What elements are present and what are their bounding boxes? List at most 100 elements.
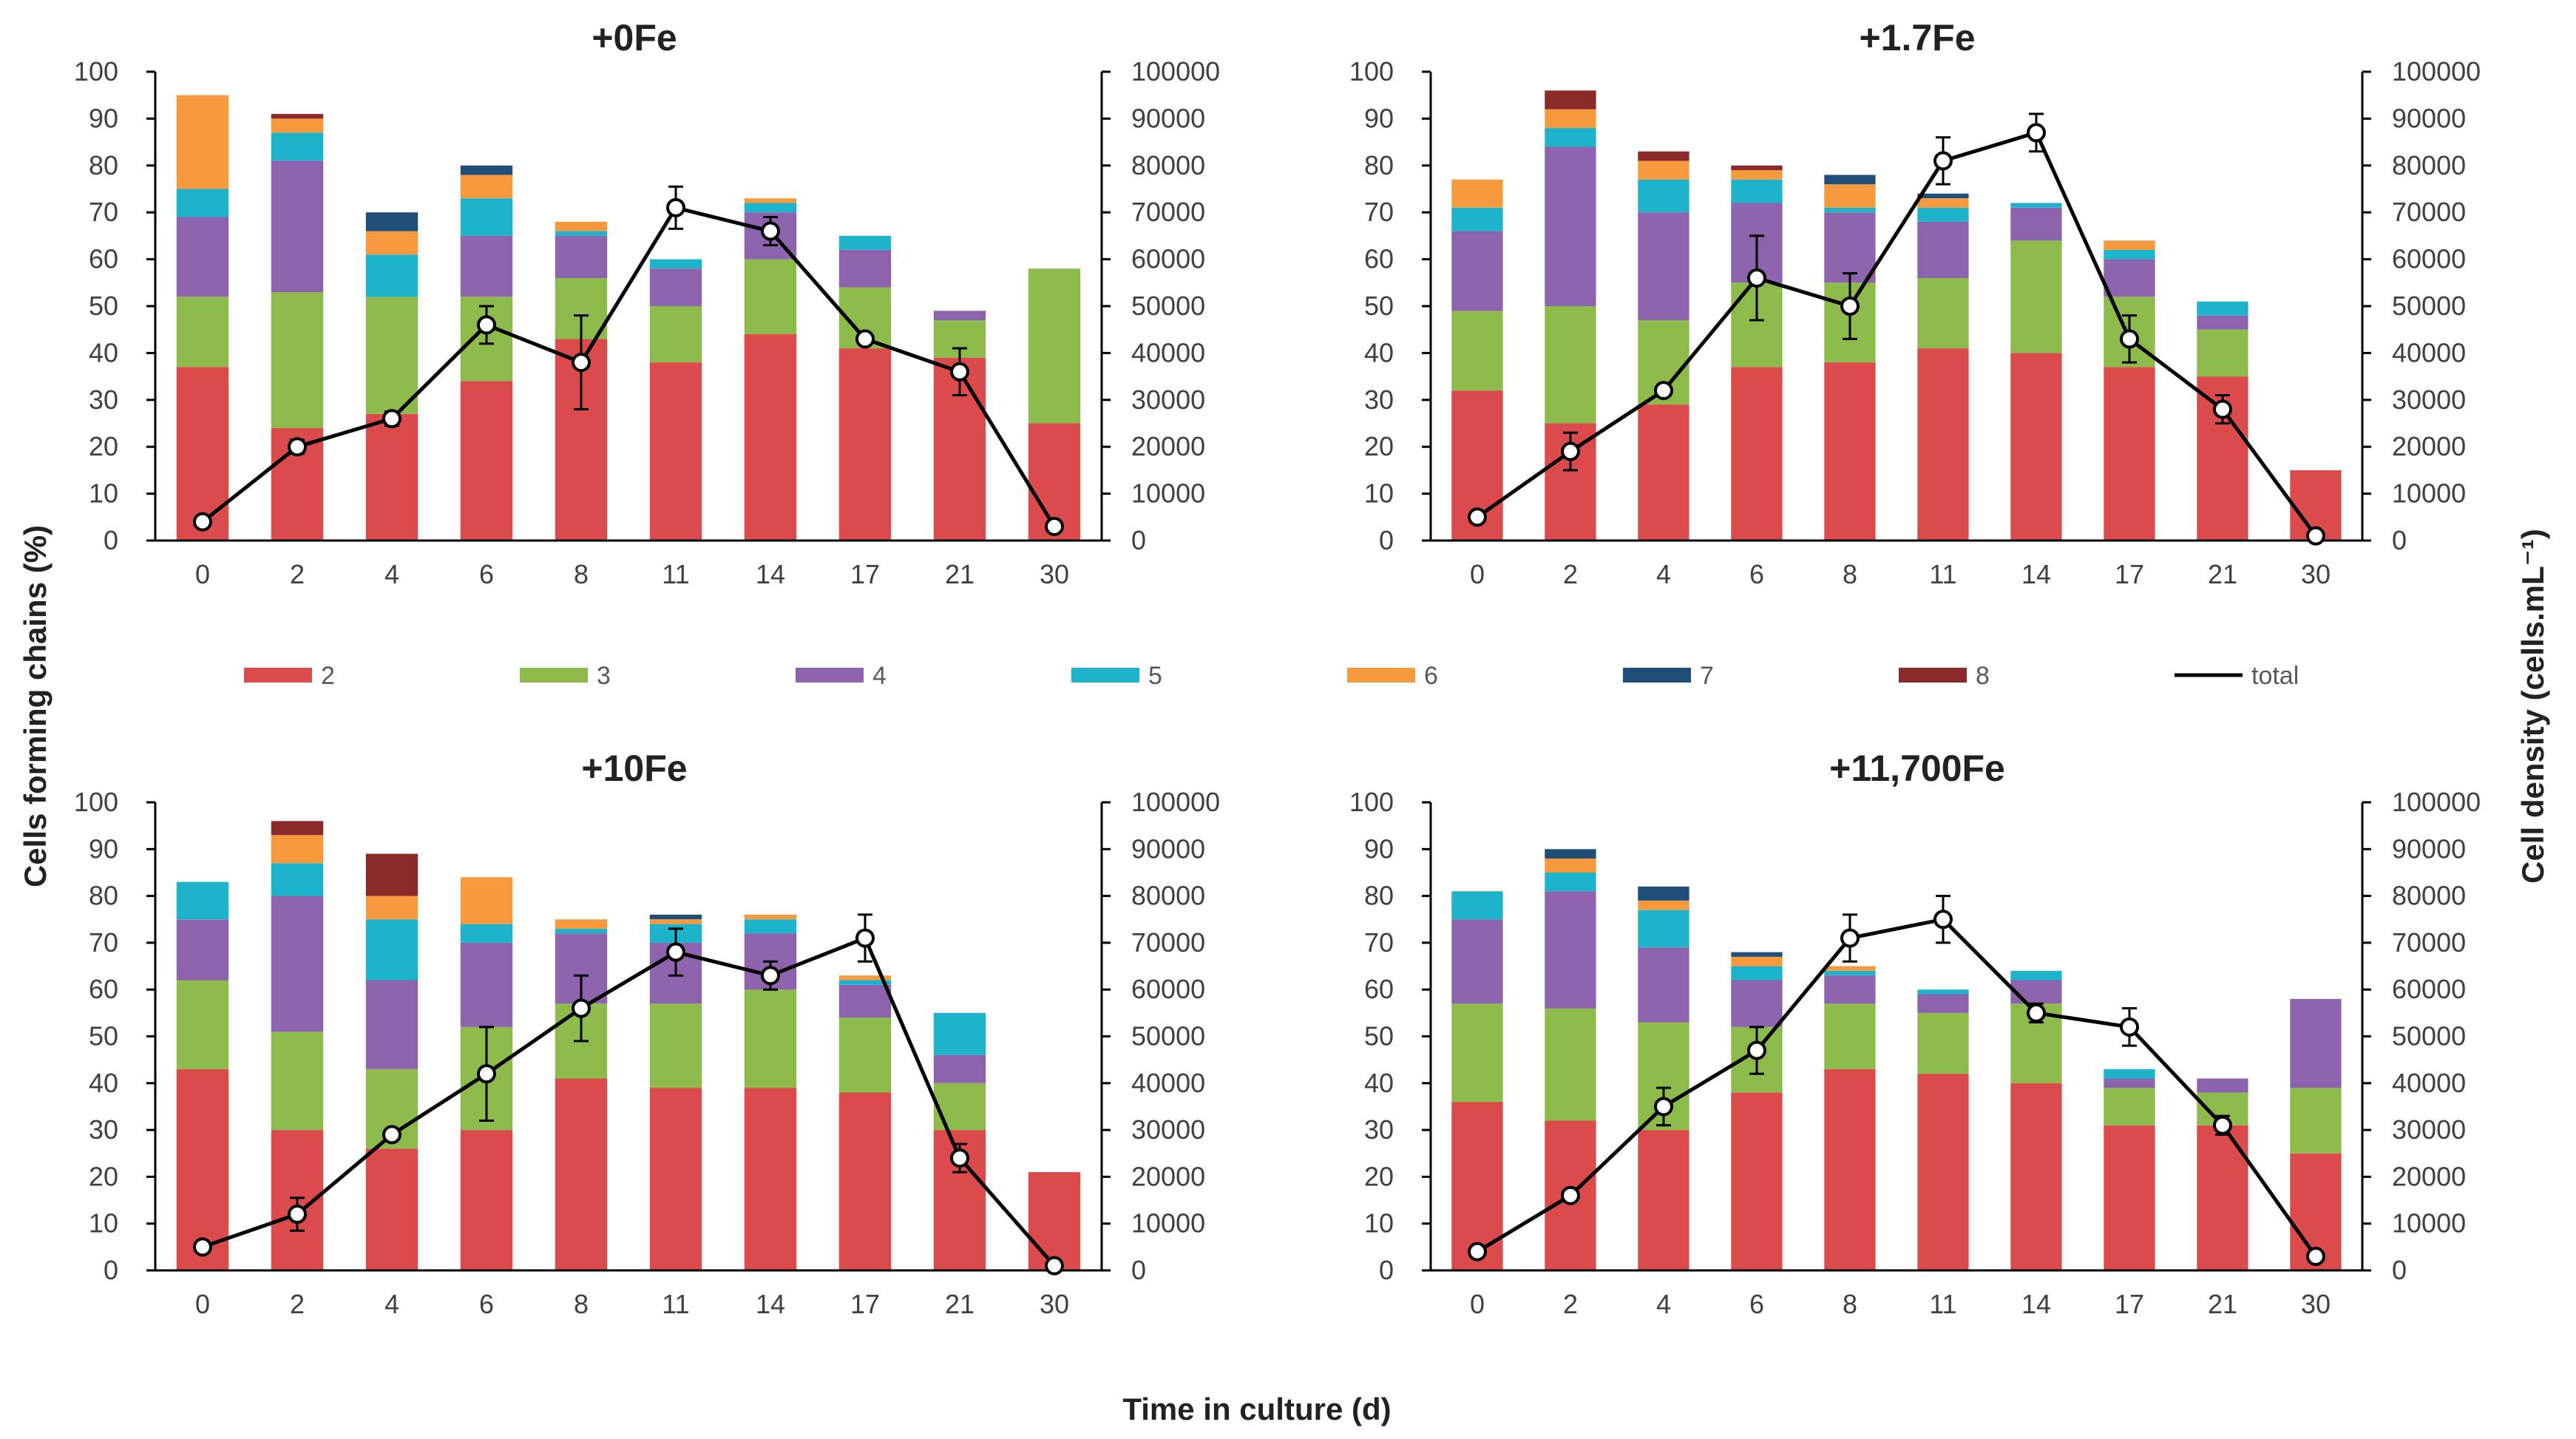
total-point-day-17: [2120, 1017, 2139, 1037]
y-right-tick-label: 90000: [2392, 103, 2466, 133]
bar-segment-5-day-17: [838, 235, 892, 250]
bar-segment-4-day-2: [271, 895, 324, 1032]
bar-segment-3-day-14: [2010, 240, 2062, 353]
y-right-tick-label: 50000: [2392, 291, 2466, 321]
y-right-tick-label: 40000: [2392, 1068, 2466, 1098]
total-point-day-14: [761, 221, 780, 241]
y-left-tick-label: 60: [1364, 244, 1394, 274]
y-left-tick-label: 10: [1364, 1208, 1394, 1239]
bar-stacks: [1451, 90, 2342, 541]
y-left-tick-label: 30: [1364, 385, 1394, 415]
y-right-tick-label: 30000: [2392, 1114, 2466, 1145]
bar-segment-3-day-11: [1917, 1012, 1969, 1074]
legend-swatch: [796, 668, 864, 683]
total-point-day-0: [1468, 1242, 1487, 1262]
bar-segment-5-day-11: [649, 259, 702, 269]
y-left-tick-label: 50: [1364, 291, 1394, 321]
bar-segment-2-day-17: [838, 348, 892, 541]
y-left-tick-label: 40: [89, 1068, 118, 1098]
y-right-tick-label: 0: [1131, 1255, 1146, 1285]
legend-item-8: 8: [1899, 662, 1990, 690]
bar-segment-3-day-0: [1451, 311, 1503, 391]
bar-segment-4-day-2: [271, 160, 324, 292]
bar-stacks: [176, 821, 1081, 1270]
y-right-tick-label: 10000: [1131, 478, 1205, 509]
bar-segment-7-day-4: [365, 212, 418, 231]
total-point-day-0: [193, 1237, 212, 1257]
y-right-tick-label: 10000: [2392, 1208, 2466, 1239]
y-right-tick-label: 80000: [1131, 150, 1205, 180]
y-right-tick-label: 40000: [1131, 337, 1205, 368]
bar-segment-2-day-6: [1731, 367, 1783, 541]
chart-title: +1.7Fe: [1859, 17, 1975, 58]
y-right-tick-label: 30000: [2392, 385, 2466, 415]
bar-segment-4-day-6: [460, 942, 513, 1027]
total-point-day-14: [761, 966, 780, 986]
total-point-day-14: [2027, 123, 2046, 143]
x-tick-label: 30: [2301, 1289, 2331, 1319]
bar-segment-4-day-21: [933, 1054, 986, 1083]
y-right-tick-label: 0: [2392, 525, 2407, 555]
bar-segment-3-day-14: [744, 259, 797, 334]
legend-item-total: total: [2175, 662, 2299, 690]
bar-segment-6-day-0: [176, 95, 229, 189]
bar-segment-5-day-17: [2104, 1069, 2155, 1079]
bar-segment-5-day-0: [176, 189, 229, 217]
y-right-tick-label: 70000: [1131, 197, 1205, 227]
legend-label: 7: [1700, 662, 1714, 690]
bar-segment-3-day-2: [271, 292, 324, 428]
x-tick-label: 14: [2021, 559, 2051, 589]
bar-segment-6-day-4: [1638, 900, 1689, 910]
total-point-day-14: [2027, 1003, 2046, 1023]
bar-segment-2-day-6: [460, 1130, 513, 1270]
bar-segment-2-day-6: [1731, 1092, 1783, 1270]
total-point-day-8: [572, 353, 591, 373]
x-tick-label: 2: [1563, 1289, 1578, 1319]
x-tick-label: 4: [1656, 559, 1671, 589]
x-tick-label: 0: [1470, 1289, 1485, 1319]
legend-swatch: [1899, 668, 1967, 683]
y-left-tick-label: 70: [89, 197, 118, 227]
x-tick-label: 14: [756, 559, 785, 589]
bar-segment-3-day-30: [1028, 268, 1081, 424]
y-left-tick-label: 90: [1364, 103, 1394, 133]
legend-swatch: [1347, 668, 1415, 683]
bar-segment-6-day-2: [1545, 859, 1596, 873]
bar-segment-5-day-21: [2197, 301, 2248, 316]
bar-segment-5-day-17: [838, 980, 892, 985]
total-point-day-21: [2213, 1115, 2232, 1135]
x-tick-label: 6: [479, 559, 494, 589]
y-left-tick-label: 20: [1364, 431, 1394, 461]
bar-segment-5-day-4: [1638, 179, 1689, 213]
bar-segment-4-day-11: [1917, 994, 1969, 1013]
x-tick-label: 30: [2301, 559, 2331, 589]
bar-segment-5-day-8: [1824, 970, 1876, 976]
bar-segment-8-day-4: [365, 853, 418, 896]
x-tick-label: 2: [290, 559, 305, 589]
y-right-tick-label: 100000: [1131, 787, 1220, 817]
total-point-day-30: [1045, 1256, 1064, 1276]
bar-segment-7-day-11: [649, 914, 702, 920]
legend-label: 6: [1424, 662, 1438, 690]
total-point-day-17: [855, 329, 875, 349]
bar-segment-6-day-4: [1638, 160, 1689, 180]
legend-item-5: 5: [1071, 662, 1162, 690]
bar-segment-5-day-2: [1545, 128, 1596, 147]
y-right-tick-label: 20000: [2392, 1161, 2466, 1191]
x-axis-label: Time in culture (d): [1122, 1392, 1391, 1426]
x-tick-label: 11: [1929, 1289, 1956, 1319]
x-tick-label: 6: [479, 1289, 494, 1319]
x-tick-label: 30: [1040, 559, 1069, 589]
bar-segment-2-day-8: [555, 1078, 608, 1270]
bar-segment-4-day-17: [2104, 1078, 2155, 1088]
bar-segment-3-day-21: [2197, 329, 2248, 377]
y-left-tick-label: 70: [1364, 927, 1394, 958]
bar-segment-5-day-4: [365, 254, 418, 297]
legend-label: total: [2251, 662, 2299, 690]
y-left-tick-label: 50: [89, 291, 118, 321]
bar-segment-8-day-2: [271, 114, 324, 119]
bar-segment-4-day-0: [1451, 919, 1503, 1004]
bar-segment-5-day-21: [933, 1012, 986, 1055]
bar-segment-6-day-2: [271, 118, 324, 133]
bar-segment-2-day-17: [2104, 1125, 2155, 1270]
